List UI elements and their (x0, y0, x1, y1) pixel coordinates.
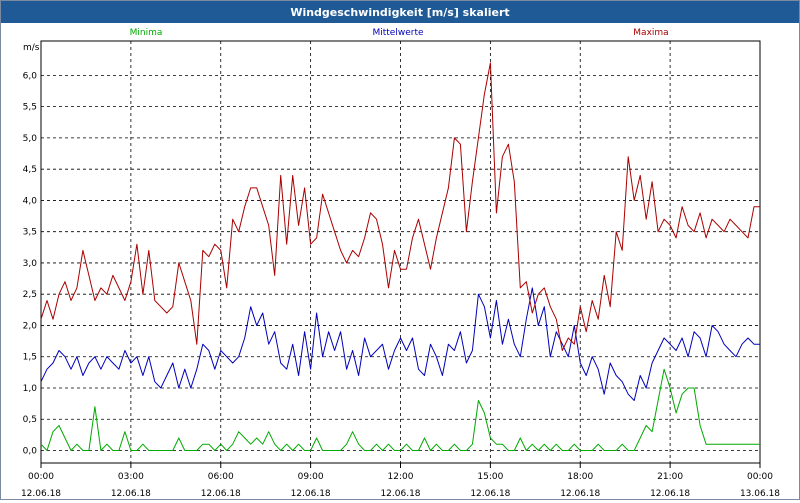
x-tick-time: 15:00 (477, 472, 503, 482)
legend-entry-mittelwerte: Mittelwerte (372, 28, 423, 38)
x-tick-time: 12:00 (388, 472, 414, 482)
x-tick-time: 09:00 (298, 472, 324, 482)
x-tick-date: 12.06.18 (291, 489, 331, 499)
x-tick-time: 00:00 (747, 472, 773, 482)
x-tick-date: 12.06.18 (560, 489, 600, 499)
x-tick-date: 12.06.18 (201, 489, 241, 499)
y-axis-ticks: 0,0 0,5 1,0 1,5 2,0 2,5 3,0 3,5 4,0 4,5 5,0 5,5 6,0 (23, 71, 38, 456)
x-tick-date: 13.06.18 (740, 489, 780, 499)
x-tick-date: 12.06.18 (470, 489, 510, 499)
x-tick-time: 21:00 (657, 472, 683, 482)
x-tick-date: 12.06.18 (21, 489, 61, 499)
legend-entry-maxima: Maxima (633, 28, 668, 38)
legend: Minima Mittelwerte Maxima (130, 28, 669, 38)
y-tick-label: 1,5 (23, 353, 37, 363)
y-tick-label: 4,5 (23, 165, 37, 175)
y-tick-label: 3,5 (23, 228, 37, 238)
window-title: Windgeschwindigkeit [m/s] skaliert (290, 5, 510, 19)
series-lines (40, 62, 760, 451)
y-tick-label: 5,5 (23, 103, 37, 113)
y-axis-label: m/s (23, 43, 40, 53)
y-tick-label: 0,5 (23, 415, 37, 425)
y-tick-label: 1,0 (23, 384, 38, 394)
x-tick-date: 12.06.18 (380, 489, 420, 499)
y-tick-label: 4,0 (23, 196, 38, 206)
legend-entry-minima: Minima (130, 28, 163, 38)
minima-line (40, 368, 760, 451)
y-tick-label: 2,5 (23, 290, 37, 300)
maxima-line (40, 62, 760, 351)
x-tick-time: 18:00 (567, 472, 593, 482)
x-tick-time: 03:00 (118, 472, 144, 482)
y-tick-label: 3,0 (23, 259, 38, 269)
plot-frame (40, 40, 761, 464)
line-chart: Minima Mittelwerte Maxima m/s 0,0 0,5 1,0 1… (21, 28, 780, 499)
title-bar: Windgeschwindigkeit [m/s] skaliert (1, 1, 799, 23)
x-tick-time: 06:00 (208, 472, 234, 482)
mittelwerte-line (40, 287, 760, 401)
x-tick-time: 00:00 (28, 472, 54, 482)
x-tick-date: 12.06.18 (650, 489, 690, 499)
y-tick-label: 0,0 (23, 446, 38, 456)
y-tick-label: 5,0 (23, 134, 38, 144)
x-tick-date: 12.06.18 (111, 489, 151, 499)
x-axis-ticks: 00:00 12.06.18 03:00 12.06.18 06:00 12.06.18 0… (21, 463, 780, 499)
y-tick-label: 6,0 (23, 71, 38, 81)
y-tick-label: 2,0 (23, 321, 38, 331)
